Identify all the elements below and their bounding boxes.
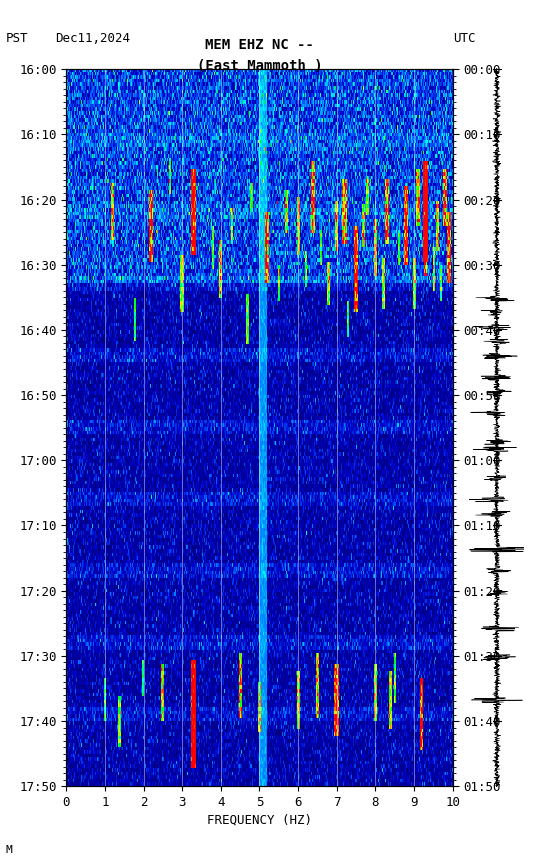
Text: MEM EHZ NC --: MEM EHZ NC --	[205, 38, 314, 52]
Text: (East Mammoth ): (East Mammoth )	[197, 60, 322, 73]
Text: M: M	[6, 845, 12, 855]
Text: PST: PST	[6, 32, 28, 46]
Text: Dec11,2024: Dec11,2024	[55, 32, 130, 46]
X-axis label: FREQUENCY (HZ): FREQUENCY (HZ)	[207, 813, 312, 826]
Text: UTC: UTC	[453, 32, 475, 46]
